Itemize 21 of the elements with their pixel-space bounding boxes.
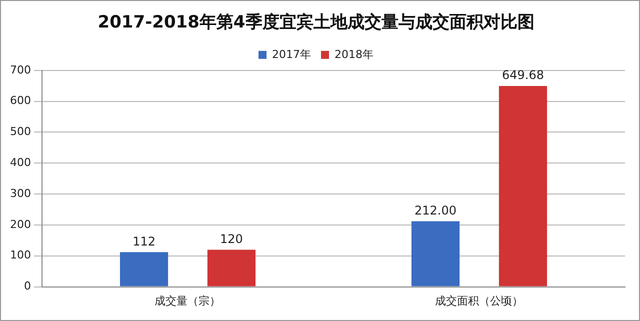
data-label: 649.68 xyxy=(502,68,544,82)
y-tick-label: 600 xyxy=(10,94,31,108)
bar xyxy=(498,86,548,286)
chart-title: 2017-2018年第4季度宜宾土地成交量与成交面积对比图 xyxy=(98,12,534,33)
x-tick-label: 成交面积（公顷） xyxy=(435,294,524,308)
bar xyxy=(411,221,460,286)
data-label: 212.00 xyxy=(414,203,457,218)
y-tick-label: 300 xyxy=(10,186,31,200)
y-tick-label: 0 xyxy=(24,280,31,293)
legend-label: 2017年 xyxy=(272,48,312,61)
x-tick-label: 成交量（宗） xyxy=(154,294,221,308)
y-tick-label: 500 xyxy=(10,125,31,138)
bar xyxy=(120,252,168,286)
y-tick-label: 400 xyxy=(10,156,31,169)
bar xyxy=(207,250,256,286)
y-tick-label: 700 xyxy=(10,63,31,76)
data-label: 112 xyxy=(132,234,156,248)
y-tick-label: 100 xyxy=(10,248,31,262)
legend-label: 2018年 xyxy=(334,48,374,61)
y-tick-label: 200 xyxy=(10,218,31,231)
data-label: 120 xyxy=(220,232,243,246)
